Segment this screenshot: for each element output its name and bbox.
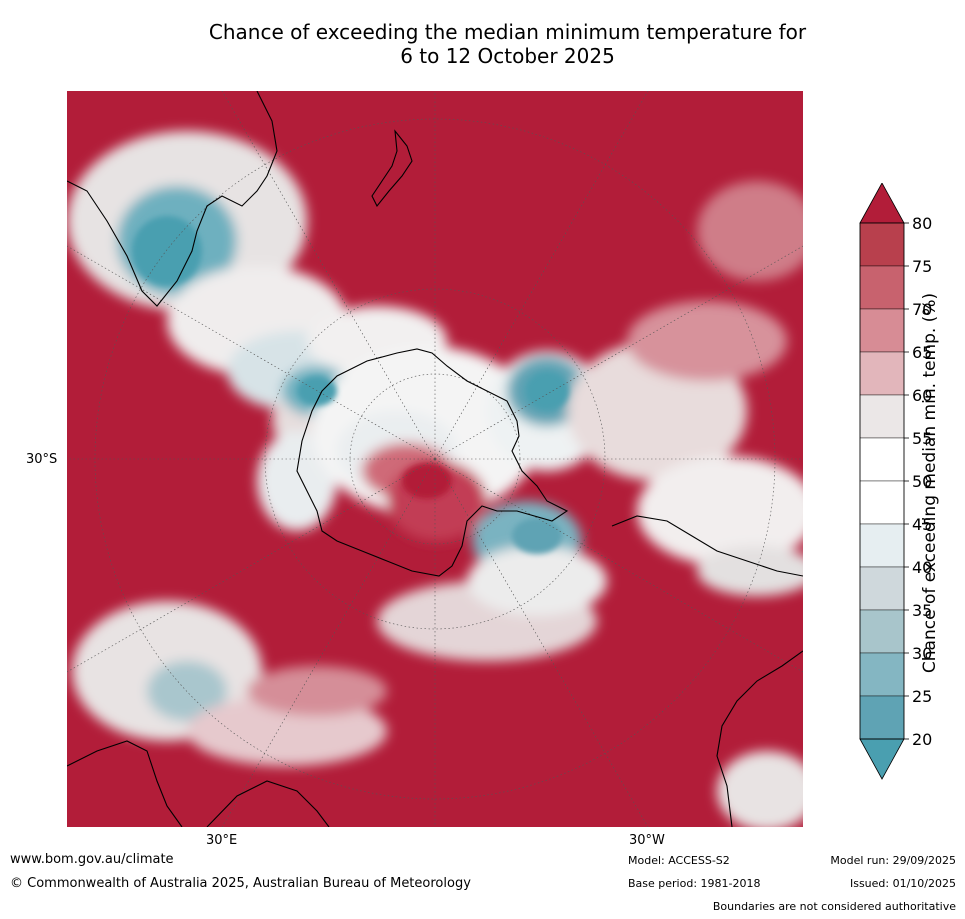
colorbar-tick-label: 80	[912, 214, 932, 233]
colorbar-band	[859, 437, 905, 482]
coastlines	[67, 91, 803, 827]
colorbar-band	[859, 308, 905, 353]
footer-base-period: Base period: 1981-2018	[628, 877, 761, 890]
colorbar-band	[859, 394, 905, 439]
footer-url[interactable]: www.bom.gov.au/climate	[10, 852, 174, 867]
colorbar-tick-label: 70	[912, 300, 932, 319]
title-line-2: 6 to 12 October 2025	[400, 44, 615, 68]
colorbar-tick-label: 60	[912, 386, 932, 405]
colorbar-bands	[859, 222, 905, 740]
footer-issued: Issued: 01/10/2025	[849, 877, 956, 890]
colorbar-band	[859, 695, 905, 740]
colorbar-tick-label: 75	[912, 257, 932, 276]
colorbar-tick-label: 45	[912, 515, 932, 534]
title-line-1: Chance of exceeding the median minimum t…	[208, 20, 807, 44]
africa-coastline-2	[206, 780, 330, 827]
footer-model: Model: ACCESS-S2	[628, 854, 730, 867]
colorbar: 80 75 70 65 60 55 50 45 40 35 30 25 20	[855, 182, 965, 783]
longitude-label-30e: 30°E	[206, 833, 238, 848]
colorbar-band	[859, 523, 905, 568]
colorbar-band	[859, 351, 905, 396]
colorbar-band	[859, 222, 905, 267]
colorbar-tick-label: 50	[912, 472, 932, 491]
colorbar-band	[859, 609, 905, 654]
colorbar-tick-label: 65	[912, 343, 932, 362]
south-america-coastline-2	[716, 650, 803, 827]
colorbar-tick-label: 55	[912, 429, 932, 448]
polar-map-canvas	[67, 91, 803, 827]
footer-model-run: Model run: 29/09/2025	[830, 854, 956, 867]
colorbar-band	[859, 480, 905, 525]
colorbar-band	[859, 652, 905, 697]
probability-field	[67, 131, 803, 827]
colorbar-extend-top	[859, 182, 905, 224]
footer-copyright: © Commonwealth of Australia 2025, Austra…	[10, 876, 471, 891]
south-america-coastline	[611, 515, 803, 577]
colorbar-tick-label: 30	[912, 644, 932, 663]
footer-disclaimer: Boundaries are not considered authoritat…	[712, 900, 956, 913]
latitude-label: 30°S	[26, 452, 58, 467]
colorbar-band	[859, 265, 905, 310]
polar-map	[67, 91, 803, 827]
new-zealand-coastline	[371, 129, 413, 208]
colorbar-graphic: 80 75 70 65 60 55 50 45 40 35 30 25 20	[859, 182, 932, 780]
colorbar-tick-label: 20	[912, 730, 932, 749]
colorbar-extend-bottom	[859, 738, 905, 780]
map-title: Chance of exceeding the median minimum t…	[130, 20, 885, 68]
probability-field-detail	[132, 216, 569, 554]
colorbar-band	[859, 566, 905, 611]
colorbar-tick-label: 35	[912, 601, 932, 620]
australia-coastline	[67, 91, 278, 307]
antarctica-coastline	[296, 348, 569, 577]
colorbar-tick-label: 40	[912, 558, 932, 577]
graticule	[67, 91, 803, 827]
colorbar-title: Chance of exceeding median min. temp. (%…	[920, 292, 940, 674]
africa-coastline	[67, 740, 183, 827]
longitude-label-30w: 30°W	[629, 833, 665, 848]
colorbar-tick-label: 25	[912, 687, 932, 706]
colorbar-ticks: 80 75 70 65 60 55 50 45 40 35 30 25 20	[904, 214, 932, 749]
